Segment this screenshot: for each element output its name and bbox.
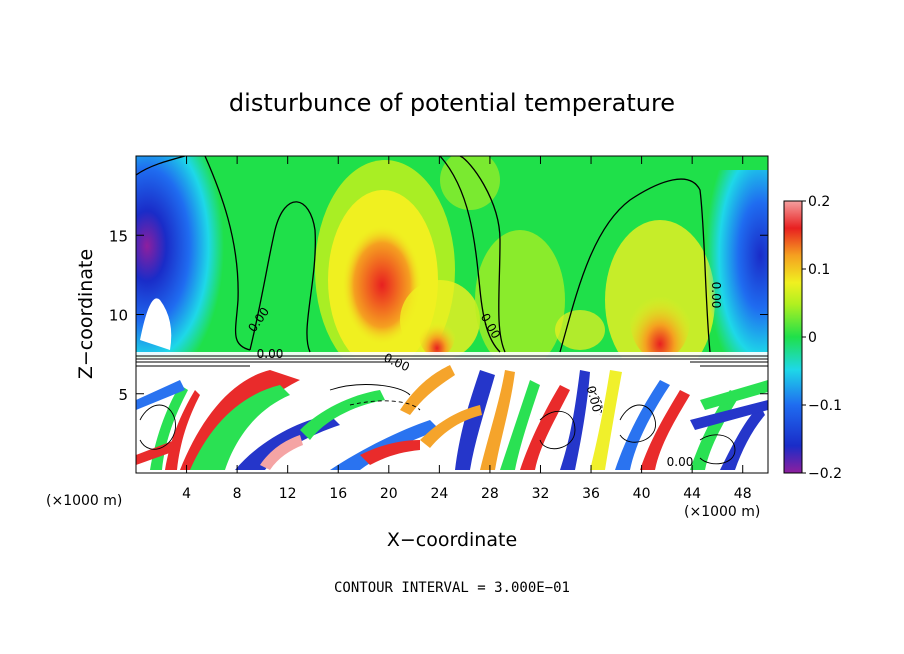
contour-label: 0.00 — [667, 455, 694, 469]
x-tick-label: 24 — [430, 486, 448, 502]
heatmap-field — [136, 156, 768, 473]
y-axis-label: Z−coordinate — [75, 249, 97, 379]
y-tick-label: 10 — [109, 307, 128, 325]
x-tick-label: 16 — [329, 486, 347, 502]
x-tick-label: 20 — [380, 486, 398, 502]
colorbar — [783, 200, 803, 474]
chart-title: disturbunce of potential temperature — [229, 89, 675, 117]
y-tick-label: 5 — [118, 386, 128, 404]
colorbar-tick-label: 0.2 — [808, 194, 830, 210]
colorbar-tick-label: −0.1 — [808, 398, 842, 414]
contour-interval-note: CONTOUR INTERVAL = 3.000E−01 — [334, 580, 570, 596]
x-axis-ticks: 4 8 12 16 20 24 28 32 36 40 44 48 — [182, 156, 752, 502]
colorbar-tick-label: 0.1 — [808, 262, 830, 278]
x-units-left: (×1000 m) — [46, 493, 122, 509]
x-axis-label: X−coordinate — [387, 529, 517, 551]
x-tick-label: 8 — [233, 486, 242, 502]
x-units-right: (×1000 m) — [684, 504, 760, 520]
x-tick-label: 28 — [481, 486, 499, 502]
x-tick-label: 32 — [532, 486, 550, 502]
contour-label: 0.00 — [584, 384, 604, 413]
y-tick-label: 15 — [109, 227, 128, 245]
contour-label: 0.00 — [709, 282, 723, 309]
contour-label: 0.00 — [257, 347, 284, 361]
colorbar-tick-label: −0.2 — [808, 466, 842, 482]
colorbar-ticks: 0.2 0.1 0 −0.1 −0.2 — [802, 194, 842, 482]
x-tick-label: 12 — [279, 486, 297, 502]
x-tick-label: 44 — [683, 486, 701, 502]
x-tick-label: 36 — [582, 486, 600, 502]
x-tick-label: 4 — [182, 486, 191, 502]
x-tick-label: 40 — [633, 486, 651, 502]
colorbar-tick-label: 0 — [808, 330, 817, 346]
x-tick-label: 48 — [734, 486, 752, 502]
y-axis-ticks: 5 10 15 — [109, 227, 768, 404]
